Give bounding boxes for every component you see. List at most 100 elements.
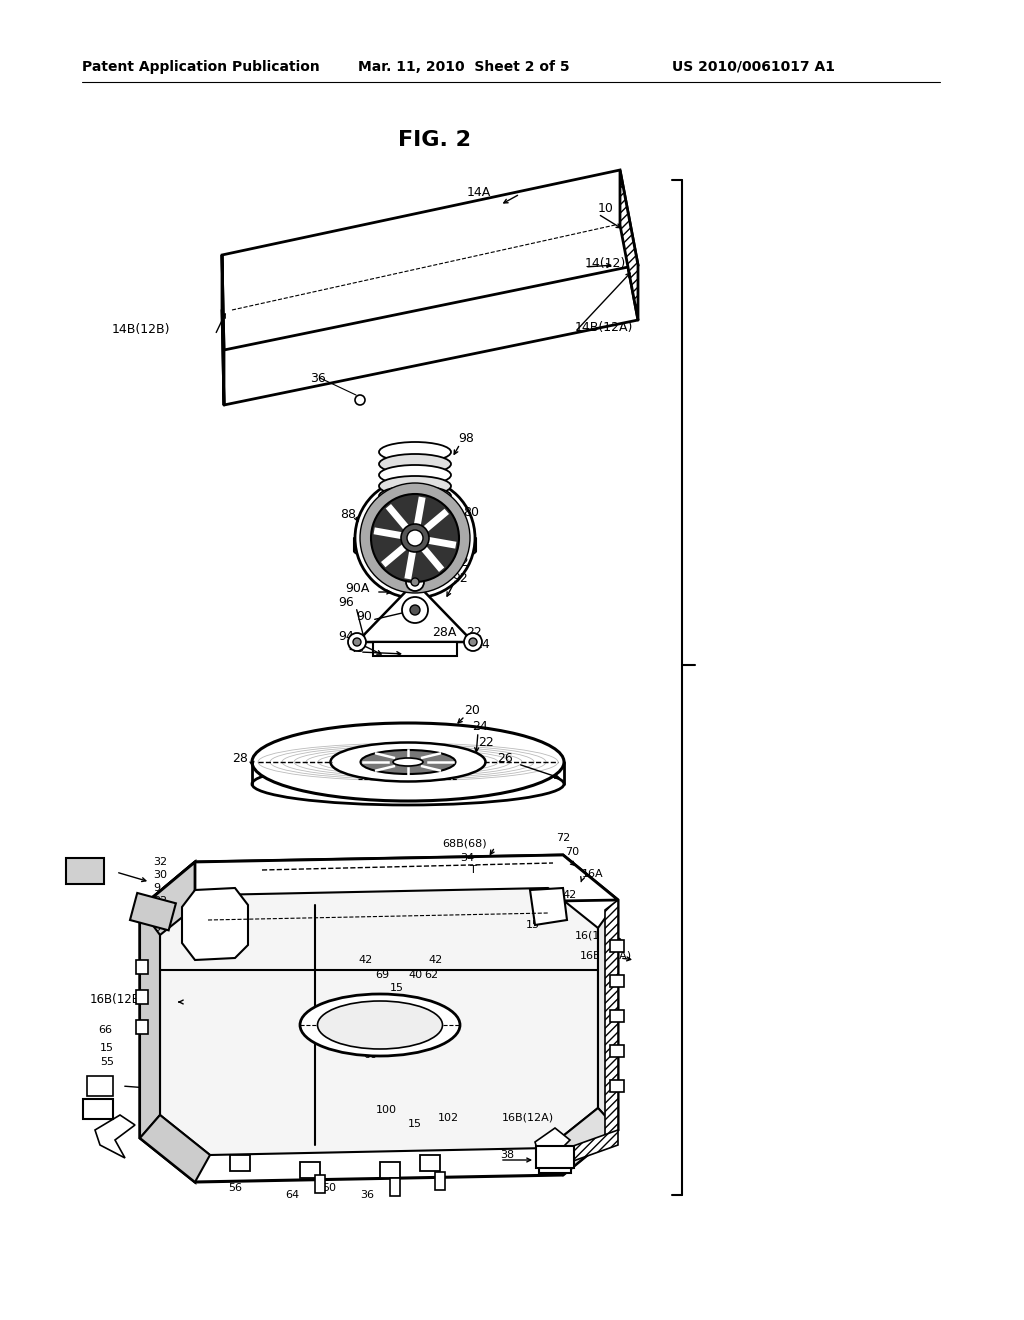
Text: 15: 15 — [526, 920, 540, 931]
Text: 48: 48 — [348, 642, 364, 655]
FancyBboxPatch shape — [539, 1151, 571, 1173]
Bar — [315, 1175, 325, 1193]
Text: 70: 70 — [565, 847, 580, 857]
Text: 64: 64 — [285, 1191, 299, 1200]
Bar — [610, 975, 624, 987]
Text: B: B — [90, 1077, 99, 1090]
Text: 36: 36 — [360, 1191, 374, 1200]
Text: A: A — [545, 1154, 555, 1167]
Text: 92: 92 — [452, 572, 468, 585]
Ellipse shape — [317, 1001, 442, 1049]
Bar — [136, 990, 148, 1005]
Text: 22: 22 — [478, 735, 494, 748]
Text: 14B(12B): 14B(12B) — [112, 323, 171, 337]
Text: 40: 40 — [408, 970, 422, 979]
Polygon shape — [140, 908, 160, 1138]
Bar — [136, 960, 148, 974]
Circle shape — [360, 483, 470, 593]
Text: 14(12): 14(12) — [585, 256, 627, 269]
Text: 16B(12B): 16B(12B) — [90, 994, 145, 1006]
Bar — [420, 1155, 440, 1171]
Text: 94: 94 — [338, 630, 353, 643]
Bar — [230, 1155, 250, 1171]
Text: 28: 28 — [232, 751, 248, 764]
Text: 60: 60 — [362, 1049, 377, 1060]
Text: 15: 15 — [390, 983, 404, 993]
Circle shape — [411, 578, 419, 586]
Ellipse shape — [354, 543, 476, 560]
Text: 62: 62 — [424, 970, 438, 979]
Text: 16B(12A): 16B(12A) — [580, 950, 632, 961]
Ellipse shape — [300, 994, 460, 1056]
Bar — [536, 1146, 574, 1168]
Ellipse shape — [379, 454, 451, 474]
Ellipse shape — [379, 442, 451, 462]
Bar — [610, 940, 624, 952]
Text: 32: 32 — [153, 857, 167, 867]
Ellipse shape — [252, 763, 564, 805]
Text: 58: 58 — [96, 1104, 111, 1113]
Text: 24: 24 — [474, 639, 489, 652]
Text: 42: 42 — [428, 954, 442, 965]
Circle shape — [348, 634, 366, 651]
Text: 90: 90 — [356, 610, 372, 623]
Polygon shape — [548, 1130, 618, 1170]
Bar — [610, 1080, 624, 1092]
Polygon shape — [160, 888, 598, 1155]
Text: 24: 24 — [472, 719, 487, 733]
Text: 52: 52 — [105, 1125, 119, 1135]
Ellipse shape — [360, 750, 456, 774]
Polygon shape — [140, 855, 618, 908]
Text: 56: 56 — [228, 1183, 242, 1193]
Ellipse shape — [379, 465, 451, 484]
Polygon shape — [530, 888, 567, 925]
Ellipse shape — [379, 477, 451, 496]
Text: 90A: 90A — [345, 582, 370, 594]
FancyBboxPatch shape — [83, 1100, 113, 1119]
Bar — [435, 1172, 445, 1191]
Text: 14A: 14A — [467, 186, 492, 198]
Bar — [610, 1045, 624, 1057]
FancyBboxPatch shape — [66, 858, 104, 884]
Text: 42: 42 — [540, 906, 554, 915]
Text: 88: 88 — [340, 508, 356, 521]
Polygon shape — [222, 255, 224, 405]
Text: 20: 20 — [464, 704, 480, 717]
Ellipse shape — [393, 758, 423, 766]
FancyBboxPatch shape — [87, 1076, 113, 1096]
Bar — [130, 892, 176, 931]
Circle shape — [355, 395, 365, 405]
Ellipse shape — [379, 495, 451, 515]
Bar — [300, 1162, 319, 1177]
Text: 72: 72 — [556, 833, 570, 843]
Text: 69: 69 — [375, 970, 389, 979]
Text: 38: 38 — [500, 1150, 514, 1160]
Text: FIG. 2: FIG. 2 — [398, 129, 471, 150]
Ellipse shape — [379, 486, 451, 506]
Text: 34: 34 — [153, 923, 167, 933]
Text: 9: 9 — [153, 883, 160, 894]
Circle shape — [407, 531, 423, 546]
Polygon shape — [222, 170, 638, 350]
Ellipse shape — [252, 723, 564, 801]
Text: 102: 102 — [438, 1113, 459, 1123]
Text: 30: 30 — [153, 870, 167, 880]
Text: 15: 15 — [100, 1043, 114, 1053]
Bar — [136, 1020, 148, 1034]
Text: 50: 50 — [322, 1183, 336, 1193]
Polygon shape — [620, 170, 638, 319]
Polygon shape — [598, 900, 618, 1130]
Text: B: B — [89, 1101, 98, 1114]
Text: 16(12): 16(12) — [575, 931, 612, 940]
Text: 100: 100 — [376, 1105, 397, 1115]
Text: 55: 55 — [100, 1057, 114, 1067]
Polygon shape — [140, 855, 618, 1181]
Text: 10: 10 — [598, 202, 613, 214]
Text: 36: 36 — [310, 371, 326, 384]
Circle shape — [410, 605, 420, 615]
Text: 32: 32 — [153, 896, 167, 906]
Circle shape — [353, 638, 361, 645]
Text: 96: 96 — [338, 597, 353, 610]
Text: 98: 98 — [458, 432, 474, 445]
Text: Patent Application Publication: Patent Application Publication — [82, 59, 319, 74]
